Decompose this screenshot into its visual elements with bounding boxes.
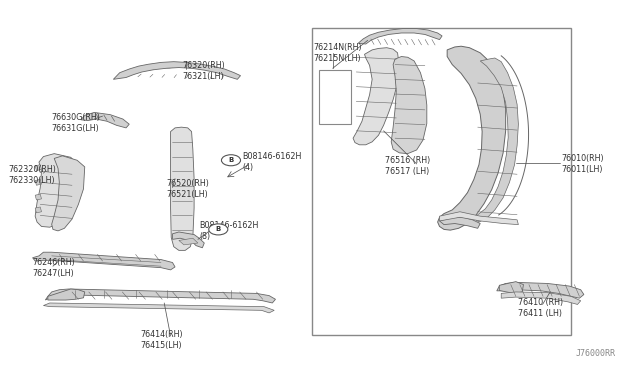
Polygon shape [52,156,84,231]
Text: 76214N(RH)
76215N(LH): 76214N(RH) 76215N(LH) [314,43,362,63]
Polygon shape [179,238,198,245]
Polygon shape [35,154,77,227]
Polygon shape [35,207,42,213]
Text: J76000RR: J76000RR [575,349,616,358]
Ellipse shape [203,67,214,70]
Polygon shape [81,112,129,128]
Polygon shape [440,217,480,228]
Polygon shape [440,212,518,225]
Text: B08146-6162H
(4): B08146-6162H (4) [243,152,302,172]
Polygon shape [35,165,42,170]
Ellipse shape [143,67,154,70]
Text: 762320(RH)
762330(LH): 762320(RH) 762330(LH) [8,165,56,185]
Text: 76410 (RH)
76411 (LH): 76410 (RH) 76411 (LH) [518,298,563,318]
Polygon shape [501,292,580,304]
Text: 76246(RH)
76247(LH): 76246(RH) 76247(LH) [33,257,76,278]
Polygon shape [497,282,584,298]
Polygon shape [476,58,518,222]
Text: 76516 (RH)
76517 (LH): 76516 (RH) 76517 (LH) [385,156,430,176]
Text: B: B [228,157,234,163]
Text: 76630G(RH)
76631G(LH): 76630G(RH) 76631G(LH) [52,113,100,133]
Polygon shape [391,57,427,154]
Polygon shape [44,303,274,313]
Polygon shape [173,232,204,248]
Polygon shape [353,48,399,145]
Polygon shape [438,46,506,230]
Bar [319,70,351,124]
Text: 76520(RH)
76521(LH): 76520(RH) 76521(LH) [166,179,209,199]
Text: 76414(RH)
76415(LH): 76414(RH) 76415(LH) [141,330,183,350]
Polygon shape [171,127,194,250]
Ellipse shape [162,65,173,68]
Circle shape [221,155,241,166]
Text: B08146-6162H
(8): B08146-6162H (8) [199,221,259,241]
Polygon shape [33,252,175,270]
Bar [312,28,571,335]
Text: B: B [216,226,221,232]
Text: 76010(RH)
76011(LH): 76010(RH) 76011(LH) [562,154,604,174]
Polygon shape [499,282,524,294]
Text: 76320(RH)
76321(LH): 76320(RH) 76321(LH) [182,61,225,81]
Polygon shape [358,29,442,44]
Ellipse shape [184,65,195,68]
Polygon shape [113,62,241,79]
Polygon shape [35,179,42,185]
Polygon shape [45,289,275,303]
Polygon shape [35,194,42,200]
Polygon shape [48,289,84,300]
Circle shape [209,224,228,235]
